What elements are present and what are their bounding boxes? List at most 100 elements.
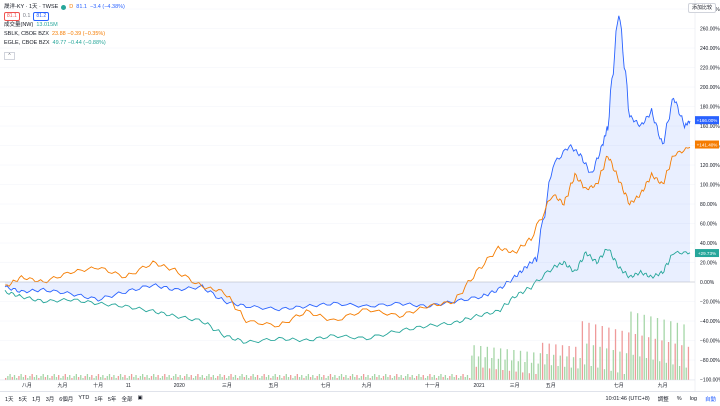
compare-button[interactable]: 添加比较 [688,3,716,13]
last-label-bg-main [695,116,719,125]
volume-bar [659,361,661,380]
volume-bar [303,378,305,380]
last-label-bg-egle [695,249,719,258]
volume-bar [643,314,645,380]
volume-bar [427,376,429,380]
calendar-icon[interactable]: ▣ [137,395,143,401]
volume-bar [382,376,385,380]
volume-bar [20,374,22,380]
spread-value: 0.1 [22,12,31,19]
volume-bar [60,378,62,380]
volume-bar [486,346,489,380]
range-5y[interactable]: 5年 [107,397,117,403]
last-label-egle: +29.73% [698,251,716,256]
range-3m[interactable]: 3月 [45,397,55,403]
range-1m[interactable]: 1月 [32,397,41,403]
volume-bar [29,376,31,380]
volume-bar [480,346,482,380]
volume-bar [597,367,599,380]
volume-bar [524,362,526,380]
x-tick-label: 八月 [22,383,32,389]
percent-toggle[interactable]: % [676,396,682,402]
volume-bar [44,377,47,380]
volume-bar [139,376,142,380]
y-tick-label: 20.00% [700,261,718,267]
volume-bar [265,377,268,380]
x-tick-label: 九月 [658,382,668,389]
volume-bar [566,356,568,380]
range-1y[interactable]: 1年 [94,397,103,403]
volume-bars [5,311,690,380]
volume-bar [592,345,595,380]
main-price: 81.1 [76,3,87,10]
volume-bar [5,378,7,380]
volume-bar [380,378,382,380]
x-tick-label: 2020 [174,383,185,389]
volume-bar [544,364,546,380]
volume-bar [155,377,157,380]
volume-bar [590,366,592,380]
volume-bar [685,367,687,380]
x-tick-label: 七月 [614,382,624,389]
volume-bar [100,377,102,380]
legend-collapse-button[interactable]: ⌃ [4,52,15,60]
y-tick-label: −40.00% [700,319,720,325]
clock-time[interactable]: 10:01:46 (UTC+8) [605,396,650,402]
volume-bar [625,353,628,380]
volume-bar [612,350,614,380]
auto-toggle[interactable]: 自動 [704,397,716,403]
volume-bar [108,374,111,380]
volume-bar [391,378,393,380]
volume-bar [42,374,44,380]
volume-bar [195,376,197,380]
volume-bar [601,326,603,380]
egle-name[interactable]: EGLE, CBOE BZX [4,39,50,46]
volume-bar [241,374,243,380]
volume-bar [469,378,471,380]
main-symbol[interactable]: 晟洋-KY · 1天 · TWSE [4,3,59,10]
volume-bar [513,350,515,380]
volume-bar [62,376,64,380]
volume-bar [371,376,374,380]
volume-bar [312,375,314,380]
volume-bar [455,375,458,380]
volume-bar [334,375,336,380]
range-all[interactable]: 全部 [121,397,133,403]
range-ytd[interactable]: YTD [78,395,90,401]
volume-bar [488,368,491,380]
volume-bar [349,376,352,380]
volume-bar [385,374,387,380]
volume-bar [46,375,49,380]
volume-bar [535,374,537,380]
volume-bar [661,340,663,380]
volume-bar [557,366,559,380]
volume-bar [327,376,329,380]
sell-badge[interactable]: 81.1 [4,12,20,21]
volume-bar [575,346,577,380]
volume-bar [64,374,66,380]
volume-bar [453,377,455,380]
bottom-toolbar: 1天 5天 1月 3月 6個月 YTD 1年 5年 全部 ▣ 10:01:46 … [0,391,720,406]
volume-bar [356,375,358,380]
adjust-toggle[interactable]: 調整 [657,397,669,403]
volume-bar [367,375,369,380]
volume-bar [409,377,411,380]
volume-bar [475,366,477,380]
volume-bar [579,358,581,380]
log-toggle[interactable]: log [689,396,697,402]
volume-bar [239,376,241,380]
range-5d[interactable]: 5天 [18,397,28,403]
range-6m[interactable]: 6個月 [59,397,74,403]
volume-bar [345,375,347,380]
buy-badge[interactable]: 81.2 [33,12,50,21]
x-tick-label: 十一月 [425,382,440,389]
volume-bar [670,321,672,380]
series-line-sblk [4,146,691,328]
volume-bar [16,378,18,380]
y-tick-label: 0.00% [700,280,715,286]
range-1d[interactable]: 1天 [5,397,14,403]
sblk-name[interactable]: SBLK, CBOE BZX [4,30,49,37]
volume-bar [360,376,363,380]
volume-bar [365,377,367,380]
